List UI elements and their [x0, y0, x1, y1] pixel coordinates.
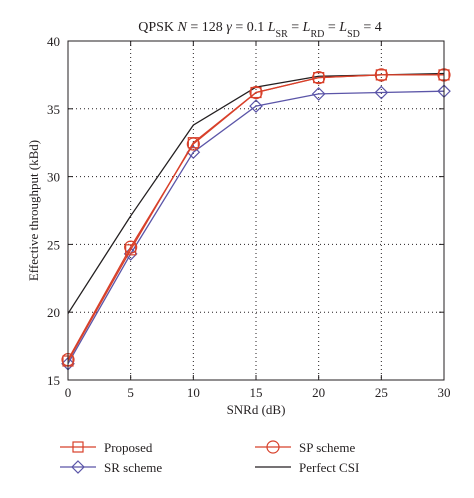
data-point	[250, 86, 262, 99]
chart-title: QPSK N = 128 γ = 0.1 LSR = LRD = LSD = 4	[138, 20, 382, 40]
x-tick-label: 10	[187, 385, 200, 400]
legend-label: SR scheme	[104, 460, 162, 475]
x-tick-label: 25	[375, 385, 388, 400]
x-tick-label: 15	[250, 385, 263, 400]
legend-item: Perfect CSI	[255, 460, 359, 475]
data-point	[125, 244, 137, 256]
y-tick-label: 35	[47, 102, 60, 117]
plot-area	[61, 68, 451, 371]
y-tick-label: 25	[47, 237, 60, 252]
series-sr-scheme	[61, 84, 451, 371]
y-tick-label: 40	[47, 34, 60, 49]
data-point	[249, 85, 263, 100]
x-tick-label: 30	[438, 385, 451, 400]
legend-label: SP scheme	[299, 440, 355, 455]
data-point	[124, 240, 138, 254]
legend-item: SR scheme	[60, 460, 162, 475]
x-axis-label: SNRd (dB)	[227, 402, 286, 417]
data-point	[187, 137, 199, 149]
y-tick-label: 20	[47, 305, 60, 320]
data-point	[375, 69, 387, 81]
x-tick-label: 0	[65, 385, 72, 400]
y-tick-label: 15	[47, 373, 60, 388]
legend-marker	[266, 440, 280, 454]
legend-item: SP scheme	[255, 440, 355, 455]
legend-label: Perfect CSI	[299, 460, 359, 475]
series-line	[67, 90, 445, 365]
y-axis-label: Effective throughput (kBd)	[26, 140, 41, 281]
data-point	[311, 87, 326, 101]
legend-marker	[72, 441, 84, 453]
data-point	[313, 72, 325, 84]
legend-marker	[71, 460, 85, 474]
legend-label: Proposed	[104, 440, 153, 455]
axis-ticks: 0 5 10 15 20 25 30 15 20 25 30 35 40	[47, 34, 451, 400]
x-tick-label: 20	[312, 385, 325, 400]
series-proposed	[62, 69, 450, 367]
y-tick-label: 30	[47, 170, 60, 185]
data-point	[249, 99, 263, 113]
series-line	[67, 74, 444, 362]
legend-item: Proposed	[60, 440, 153, 455]
x-tick-label: 5	[127, 385, 134, 400]
legend: Proposed SP scheme SR scheme Perfect CSI	[60, 440, 359, 475]
data-point	[374, 85, 389, 100]
